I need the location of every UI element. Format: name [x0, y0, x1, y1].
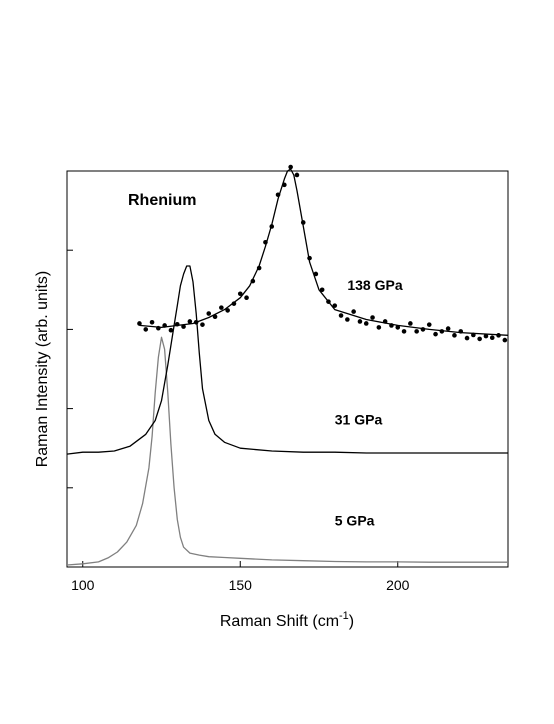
data-point	[338, 313, 344, 318]
data-point	[452, 333, 457, 338]
data-point	[445, 326, 451, 331]
data-point	[187, 319, 193, 324]
y-axis-label: Raman Intensity (arb. units)	[34, 271, 51, 468]
data-point	[282, 182, 287, 188]
data-point	[401, 329, 407, 334]
data-point	[137, 321, 142, 326]
data-point	[395, 325, 401, 330]
data-point	[168, 327, 174, 333]
x-axis-label-close: )	[349, 613, 354, 630]
data-point	[143, 327, 149, 332]
x-axis-label-superscript: -1	[339, 610, 349, 622]
data-point	[471, 332, 476, 338]
data-point	[162, 323, 167, 328]
data-point	[263, 239, 268, 245]
data-point	[156, 325, 161, 331]
data-point	[212, 314, 218, 320]
data-point	[439, 329, 445, 334]
data-point	[408, 321, 413, 326]
data-point	[376, 325, 382, 330]
data-point	[370, 315, 375, 320]
data-point	[496, 333, 501, 338]
data-point	[200, 322, 205, 327]
data-point	[464, 335, 470, 341]
data-point	[250, 278, 256, 284]
series-138-gpa-fit	[139, 168, 509, 336]
x-axis-ticks: 100 150 200	[71, 561, 410, 593]
data-point	[389, 323, 394, 328]
data-point	[351, 309, 356, 314]
series-138-gpa-points	[137, 164, 508, 343]
data-point	[181, 324, 186, 329]
data-point	[193, 319, 199, 325]
data-point	[458, 329, 464, 334]
data-point	[244, 295, 249, 301]
data-point	[332, 303, 338, 308]
data-point	[319, 287, 325, 293]
series-layer	[66, 164, 509, 566]
plot-frame	[66, 170, 509, 568]
data-point	[483, 333, 489, 339]
data-point	[357, 319, 363, 324]
data-point	[300, 220, 306, 225]
data-point	[288, 164, 293, 170]
data-point	[275, 192, 281, 198]
data-point	[256, 265, 262, 271]
data-point	[307, 255, 312, 261]
series-annotation: 5 GPa	[335, 512, 375, 528]
series-annotation: 31 GPa	[335, 411, 383, 427]
x-axis-label-main: Raman Shift (cm	[220, 613, 339, 630]
data-point	[382, 319, 388, 324]
annotation-layer: 138 GPa 31 GPa 5 GPa	[335, 277, 403, 529]
data-point	[313, 271, 319, 277]
data-point	[237, 291, 243, 297]
data-point	[345, 317, 350, 322]
data-point	[489, 335, 495, 341]
data-point	[269, 224, 275, 229]
data-point	[502, 337, 508, 343]
data-point	[174, 321, 180, 327]
x-tick-label: 200	[386, 577, 410, 593]
data-point	[149, 319, 155, 325]
data-point	[477, 336, 482, 342]
series-annotation: 138 GPa	[347, 277, 402, 293]
y-axis-ticks	[67, 249, 73, 568]
data-point	[294, 172, 300, 178]
series-5-gpa-line	[66, 336, 508, 566]
data-point	[219, 305, 224, 310]
data-point	[225, 308, 230, 313]
x-tick-label: 100	[71, 577, 95, 593]
data-point	[363, 321, 369, 326]
data-point	[414, 329, 419, 334]
data-point	[231, 301, 237, 306]
x-tick-label: 150	[229, 577, 253, 593]
data-point	[420, 327, 426, 332]
data-point	[433, 331, 438, 337]
series-31-gpa-line	[66, 265, 508, 455]
x-axis-label: Raman Shift (cm-1)	[220, 610, 354, 630]
data-point	[426, 322, 432, 327]
data-point	[206, 311, 212, 316]
chart-title: Rhenium	[128, 192, 196, 209]
data-point	[326, 299, 331, 304]
